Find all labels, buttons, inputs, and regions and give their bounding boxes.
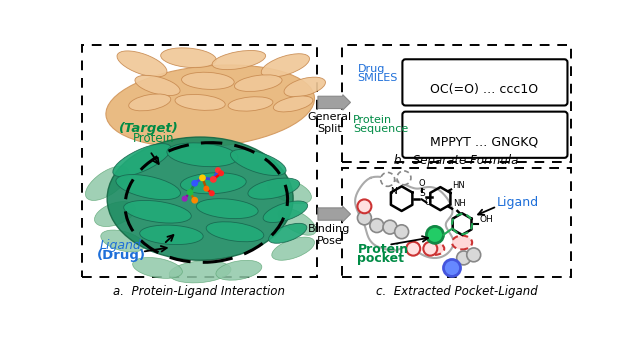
Circle shape <box>397 171 411 185</box>
Ellipse shape <box>263 201 308 222</box>
Ellipse shape <box>234 75 282 91</box>
Text: pocket: pocket <box>358 252 404 265</box>
Circle shape <box>381 172 395 186</box>
Circle shape <box>192 181 197 186</box>
Circle shape <box>395 225 408 239</box>
Ellipse shape <box>161 48 216 68</box>
Ellipse shape <box>273 96 313 112</box>
Ellipse shape <box>284 77 326 97</box>
Ellipse shape <box>180 173 246 194</box>
Text: NH: NH <box>452 199 465 208</box>
Ellipse shape <box>228 97 273 111</box>
Circle shape <box>444 259 461 276</box>
FancyArrow shape <box>318 95 351 110</box>
Ellipse shape <box>196 199 258 219</box>
Ellipse shape <box>124 200 191 223</box>
Ellipse shape <box>182 72 234 89</box>
FancyBboxPatch shape <box>403 59 568 105</box>
Text: Protein: Protein <box>353 115 392 125</box>
FancyArrow shape <box>318 206 351 222</box>
FancyBboxPatch shape <box>403 112 568 158</box>
Ellipse shape <box>107 137 293 260</box>
Circle shape <box>216 168 220 172</box>
Ellipse shape <box>169 261 231 283</box>
Text: S: S <box>419 189 425 198</box>
Text: Ligand: Ligand <box>99 239 141 252</box>
Text: HN: HN <box>452 181 465 190</box>
Text: Ligand: Ligand <box>497 196 539 209</box>
Ellipse shape <box>452 236 472 250</box>
Text: N: N <box>390 187 396 196</box>
Ellipse shape <box>269 223 307 243</box>
Text: c.  Extracted Pocket-Ligand: c. Extracted Pocket-Ligand <box>376 285 538 298</box>
Text: Protein: Protein <box>132 133 174 146</box>
Circle shape <box>406 242 420 256</box>
Bar <box>342 168 572 277</box>
Circle shape <box>219 171 223 175</box>
Circle shape <box>457 251 470 265</box>
Circle shape <box>200 175 205 181</box>
Text: SMILES: SMILES <box>358 73 398 83</box>
Ellipse shape <box>212 50 266 70</box>
Bar <box>83 45 317 277</box>
Ellipse shape <box>132 257 182 278</box>
Ellipse shape <box>206 222 264 242</box>
Text: MPPYT … GNGKQ: MPPYT … GNGKQ <box>431 136 539 149</box>
Circle shape <box>358 200 371 213</box>
Ellipse shape <box>86 166 129 201</box>
Text: b.  Separate Formula: b. Separate Formula <box>394 154 519 167</box>
Circle shape <box>423 242 437 256</box>
Circle shape <box>211 177 216 182</box>
Ellipse shape <box>167 143 238 167</box>
Ellipse shape <box>267 178 312 204</box>
Ellipse shape <box>100 230 145 252</box>
Circle shape <box>467 248 481 262</box>
Text: Binding
Pose: Binding Pose <box>308 224 351 246</box>
Ellipse shape <box>129 94 171 111</box>
Bar <box>342 45 572 162</box>
Ellipse shape <box>175 95 225 110</box>
Ellipse shape <box>278 208 316 235</box>
Text: a.  Protein-Ligand Interaction: a. Protein-Ligand Interaction <box>113 285 285 298</box>
Ellipse shape <box>261 54 310 77</box>
Circle shape <box>192 198 197 203</box>
Circle shape <box>358 211 371 225</box>
Circle shape <box>182 196 187 201</box>
Text: (Target): (Target) <box>119 122 179 135</box>
Ellipse shape <box>135 75 180 96</box>
Ellipse shape <box>272 237 314 260</box>
Circle shape <box>204 186 209 191</box>
Text: O: O <box>425 198 431 207</box>
Text: General
Split: General Split <box>307 112 351 134</box>
Circle shape <box>383 220 397 234</box>
Ellipse shape <box>106 65 314 148</box>
Ellipse shape <box>116 174 180 200</box>
Ellipse shape <box>248 178 300 199</box>
Ellipse shape <box>426 242 444 255</box>
Text: OH: OH <box>479 215 493 224</box>
Ellipse shape <box>117 51 167 77</box>
Ellipse shape <box>230 149 286 175</box>
Ellipse shape <box>216 260 262 280</box>
Text: Sequence: Sequence <box>353 124 408 134</box>
Circle shape <box>426 226 444 243</box>
Text: Drug: Drug <box>358 64 385 74</box>
Ellipse shape <box>140 225 203 244</box>
Text: (Drug): (Drug) <box>97 249 146 262</box>
Ellipse shape <box>95 202 135 226</box>
Circle shape <box>370 219 384 233</box>
Circle shape <box>188 190 193 195</box>
Text: OC(=O) … ccc1O: OC(=O) … ccc1O <box>431 83 539 96</box>
Text: O: O <box>419 179 425 188</box>
Ellipse shape <box>113 143 171 177</box>
Text: Protein: Protein <box>358 242 408 256</box>
Circle shape <box>209 191 214 195</box>
